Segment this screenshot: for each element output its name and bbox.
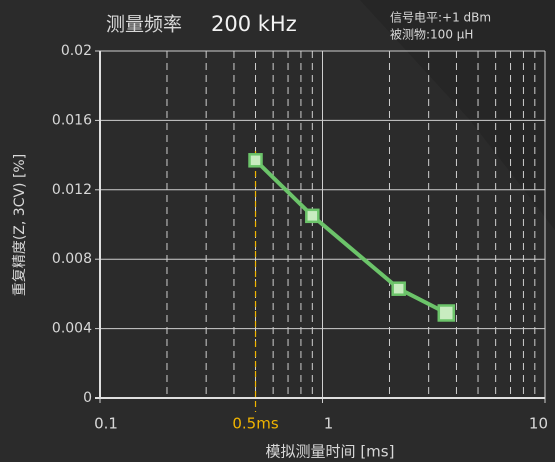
marker <box>248 153 263 168</box>
background-shape <box>360 0 555 230</box>
note: 被测物:100 μH <box>390 28 473 42</box>
chart-title: 测量频率 <box>106 14 182 36</box>
x-tick-label: 10 <box>529 415 548 433</box>
y-tick-label: 0.008 <box>52 251 92 267</box>
marker <box>305 208 320 224</box>
marker <box>437 304 456 322</box>
chart-subtitle: 200 kHz <box>211 12 297 36</box>
series-line <box>254 158 448 315</box>
y-tick-label: 0.016 <box>52 112 92 128</box>
marker <box>391 281 406 296</box>
y-axis-label: 重复精度(Z, 3CV) [%] <box>11 154 28 296</box>
y-tick-label: 0.012 <box>52 182 92 198</box>
x-tick-label: 1 <box>324 415 334 433</box>
y-tick-label: 0 <box>83 390 92 406</box>
y-tick-label: 0.02 <box>61 43 92 59</box>
note: 信号电平:+1 dBm <box>390 11 491 25</box>
annotation-label: 0.5ms <box>232 415 278 433</box>
x-tick-label: 0.1 <box>94 415 118 433</box>
x-axis-label: 模拟测量时间 [ms] <box>266 443 395 461</box>
y-tick-label: 0.004 <box>52 321 92 337</box>
